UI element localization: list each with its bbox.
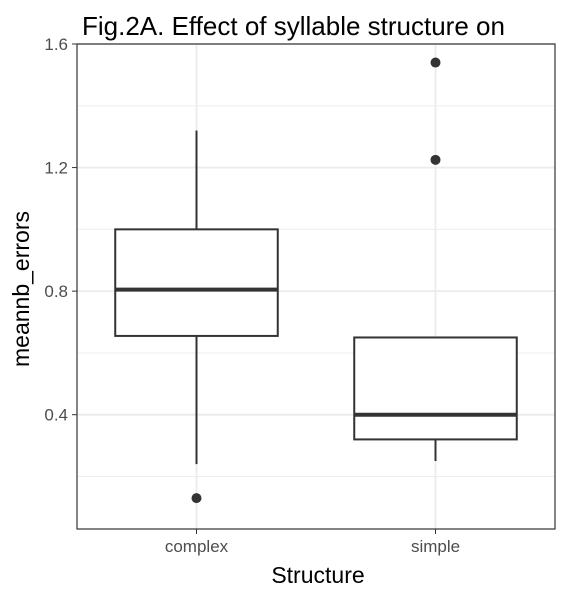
y-axis-ticks: 0.4 0.8 1.2 1.6 bbox=[44, 35, 77, 425]
panel-border bbox=[76, 43, 556, 530]
boxplot-boxes bbox=[114, 57, 518, 504]
x-axis-title: Structure bbox=[271, 562, 364, 588]
outlier-point bbox=[430, 57, 441, 68]
outlier-point bbox=[430, 154, 441, 165]
x-tick-label: complex bbox=[165, 537, 229, 556]
y-tick-label: 1.2 bbox=[44, 159, 68, 178]
iqr-box bbox=[114, 228, 279, 337]
box-complex bbox=[114, 130, 279, 504]
y-tick-label: 1.6 bbox=[44, 35, 68, 54]
chart-title: Fig.2A. Effect of syllable structure on bbox=[82, 11, 505, 41]
y-tick-label: 0.4 bbox=[44, 406, 68, 425]
box-simple bbox=[353, 57, 518, 462]
x-axis-ticks: complex simple bbox=[165, 529, 460, 556]
x-tick-label: simple bbox=[411, 537, 460, 556]
iqr-box bbox=[353, 336, 518, 441]
y-axis-title: meannb_errors bbox=[8, 211, 34, 367]
y-tick-label: 0.8 bbox=[44, 282, 68, 301]
outlier-point bbox=[191, 493, 202, 504]
